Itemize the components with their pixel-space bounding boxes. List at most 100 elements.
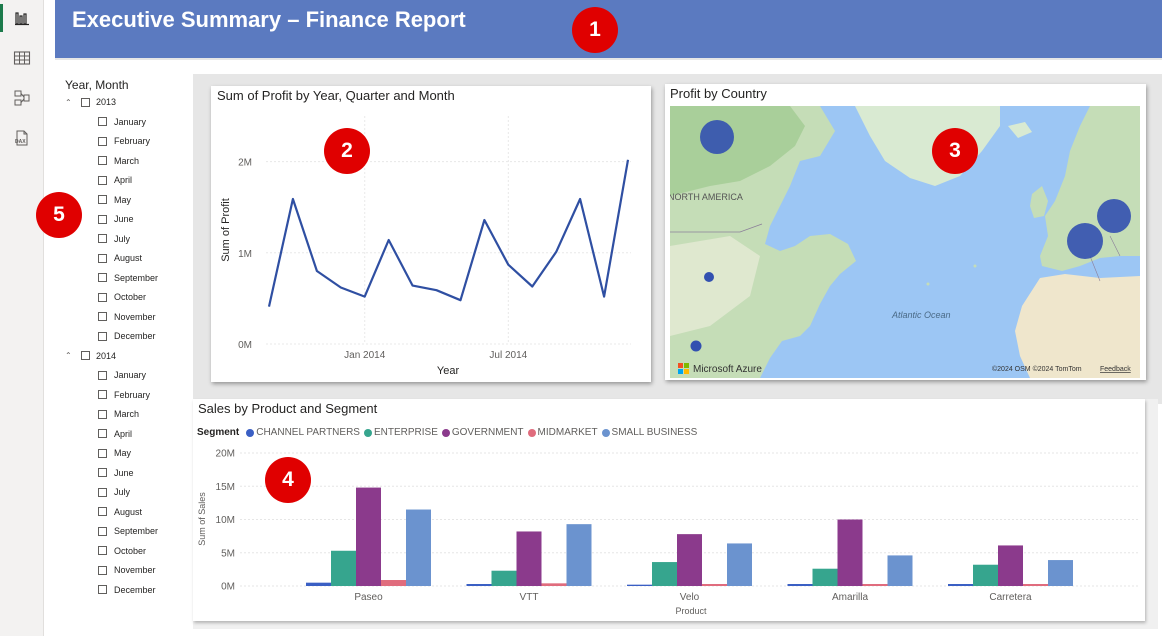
report-view-icon[interactable] bbox=[0, 0, 44, 36]
month-checkbox[interactable] bbox=[98, 409, 107, 419]
bar-x-tick: VTT bbox=[520, 592, 539, 603]
month-checkbox[interactable] bbox=[98, 136, 107, 146]
bar-government bbox=[677, 534, 702, 586]
model-view-icon[interactable] bbox=[0, 80, 44, 116]
bar-midmarket bbox=[541, 583, 567, 586]
year-checkbox[interactable] bbox=[81, 351, 90, 360]
slicer-month-item[interactable]: April bbox=[98, 429, 132, 439]
month-checkbox[interactable] bbox=[98, 429, 107, 438]
bar-y-tick: 10M bbox=[216, 515, 235, 526]
slicer-month-item[interactable]: October bbox=[98, 546, 146, 556]
bar-small-business bbox=[887, 555, 913, 586]
slicer-month-item[interactable]: February bbox=[98, 390, 150, 400]
bar-government bbox=[516, 531, 542, 586]
slicer-month-item[interactable]: August bbox=[98, 507, 142, 517]
month-checkbox[interactable] bbox=[98, 195, 107, 204]
month-checkbox[interactable] bbox=[98, 546, 107, 555]
slicer-month-item[interactable]: June bbox=[98, 468, 134, 478]
microsoft-logo-icon bbox=[678, 363, 689, 374]
year-checkbox[interactable] bbox=[81, 97, 90, 107]
slicer-month-item[interactable]: August bbox=[98, 253, 142, 263]
sales-bar-chart[interactable]: Sales by Product and Segment Segment CHA… bbox=[193, 399, 1145, 621]
slicer-month-item[interactable]: November bbox=[98, 565, 156, 575]
slicer-year-2013[interactable]: ⌃ 2013 bbox=[65, 97, 116, 107]
month-checkbox[interactable] bbox=[98, 312, 107, 321]
month-checkbox[interactable] bbox=[98, 175, 107, 185]
table-view-icon[interactable] bbox=[0, 40, 44, 76]
month-checkbox[interactable] bbox=[98, 487, 107, 497]
slicer-month-item[interactable]: December bbox=[98, 331, 156, 341]
map-canvas[interactable]: NORTH AMERICA Atlantic Ocean Microsoft A… bbox=[670, 106, 1140, 378]
month-checkbox[interactable] bbox=[98, 292, 107, 302]
bar-channel-partners bbox=[787, 584, 813, 586]
bar-y-tick: 5M bbox=[221, 548, 235, 559]
month-checkbox[interactable] bbox=[98, 526, 107, 536]
slicer-month-item[interactable]: July bbox=[98, 234, 130, 244]
dax-query-icon[interactable]: DAX bbox=[0, 120, 44, 156]
north-america-label: NORTH AMERICA bbox=[670, 192, 743, 202]
legend-item[interactable]: ENTERPRISE bbox=[363, 427, 438, 438]
legend-item[interactable]: GOVERNMENT bbox=[441, 427, 524, 438]
line-y-tick: 2M bbox=[238, 158, 252, 169]
month-checkbox[interactable] bbox=[98, 156, 107, 165]
legend-item[interactable]: CHANNEL PARTNERS bbox=[246, 427, 360, 438]
month-label: August bbox=[114, 253, 143, 263]
legend-dot-icon bbox=[246, 428, 255, 437]
slicer-month-item[interactable]: September bbox=[98, 526, 158, 536]
month-label: October bbox=[114, 292, 147, 302]
month-checkbox[interactable] bbox=[98, 468, 107, 477]
slicer-month-item[interactable]: March bbox=[98, 156, 139, 166]
chevron-up-icon[interactable]: ⌃ bbox=[65, 351, 72, 360]
bar-small-business bbox=[1048, 560, 1073, 586]
month-checkbox[interactable] bbox=[98, 585, 107, 594]
slicer-month-item[interactable]: December bbox=[98, 585, 156, 595]
slicer-month-item[interactable]: July bbox=[98, 487, 130, 497]
slicer-month-item[interactable]: October bbox=[98, 292, 146, 302]
bar-midmarket bbox=[1023, 584, 1048, 586]
month-checkbox[interactable] bbox=[98, 331, 107, 341]
month-checkbox[interactable] bbox=[98, 565, 107, 575]
month-checkbox[interactable] bbox=[98, 390, 107, 399]
month-checkbox[interactable] bbox=[98, 117, 107, 126]
month-checkbox[interactable] bbox=[98, 253, 107, 263]
bar-government bbox=[998, 545, 1023, 586]
bar-x-tick: Carretera bbox=[989, 592, 1032, 603]
slicer-month-item[interactable]: September bbox=[98, 273, 158, 283]
canada-bubble bbox=[700, 120, 734, 154]
slicer-month-item[interactable]: January bbox=[98, 370, 146, 380]
map-feedback-link[interactable]: Feedback bbox=[1100, 366, 1131, 373]
chevron-up-icon[interactable]: ⌃ bbox=[65, 97, 72, 107]
slicer-month-item[interactable]: November bbox=[98, 312, 156, 322]
legend-item[interactable]: MIDMARKET bbox=[527, 427, 598, 438]
legend-item[interactable]: SMALL BUSINESS bbox=[601, 427, 697, 438]
bar-channel-partners bbox=[306, 582, 331, 586]
slicer-month-item[interactable]: May bbox=[98, 195, 131, 205]
slicer-month-item[interactable]: June bbox=[98, 214, 134, 224]
profit-map[interactable]: Profit by Country NORTH AMERICA bbox=[665, 84, 1146, 380]
slicer-year-2014[interactable]: ⌃ 2014 bbox=[65, 351, 116, 361]
month-checkbox[interactable] bbox=[98, 234, 107, 243]
bar-midmarket bbox=[862, 584, 888, 586]
bar-y-tick: 15M bbox=[216, 482, 235, 493]
atlantic-label: Atlantic Ocean bbox=[891, 310, 951, 320]
month-checkbox[interactable] bbox=[98, 507, 107, 516]
month-checkbox[interactable] bbox=[98, 370, 107, 380]
slicer-month-item[interactable]: February bbox=[98, 136, 150, 146]
month-checkbox[interactable] bbox=[98, 214, 107, 224]
bar-midmarket bbox=[381, 580, 406, 586]
north-america-interior bbox=[670, 236, 760, 336]
africa-landmass bbox=[1015, 274, 1140, 378]
bar-y-tick: 20M bbox=[216, 449, 235, 460]
bar-x-axis-label: Product bbox=[675, 606, 707, 616]
slicer-month-item[interactable]: January bbox=[98, 117, 146, 127]
month-checkbox[interactable] bbox=[98, 273, 107, 282]
month-label: April bbox=[114, 175, 133, 185]
legend-label: CHANNEL PARTNERS bbox=[256, 427, 360, 438]
slicer-title: Year, Month bbox=[65, 78, 129, 92]
slicer-month-item[interactable]: March bbox=[98, 409, 139, 419]
profit-line-chart[interactable]: Sum of Profit by Year, Quarter and Month… bbox=[211, 86, 651, 382]
slicer-month-item[interactable]: May bbox=[98, 448, 131, 458]
bar-small-business bbox=[566, 524, 592, 586]
slicer-month-item[interactable]: April bbox=[98, 175, 132, 185]
month-checkbox[interactable] bbox=[98, 448, 107, 458]
